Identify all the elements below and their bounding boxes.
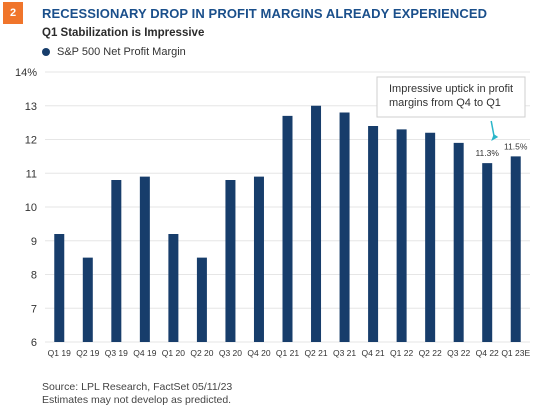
y-tick-label: 9 — [31, 236, 37, 248]
annotation-text: margins from Q4 to Q1 — [389, 97, 501, 109]
bar — [425, 132, 436, 342]
bar — [168, 234, 179, 342]
y-tick-label: 12 — [25, 135, 37, 147]
y-tick-label: 7 — [31, 303, 37, 315]
bar — [139, 176, 150, 342]
bar — [453, 142, 464, 342]
bar — [339, 112, 350, 342]
legend: S&P 500 Net Profit Margin — [42, 46, 186, 58]
bar — [282, 115, 293, 342]
data-label: 11.3% — [475, 148, 499, 158]
annotation-text: Impressive uptick in profit — [389, 83, 513, 95]
x-tick-label: Q1 22 — [390, 348, 413, 358]
bar — [253, 176, 264, 342]
x-tick-label: Q2 19 — [76, 348, 99, 358]
annotation-arrowhead — [491, 134, 499, 141]
y-tick-label: 8 — [31, 270, 37, 282]
x-tick-label: Q1 19 — [48, 348, 71, 358]
x-tick-label: Q3 20 — [219, 348, 242, 358]
x-tick-label: Q4 20 — [247, 348, 270, 358]
x-tick-label: Q3 19 — [105, 348, 128, 358]
bar — [54, 234, 65, 342]
bar — [396, 129, 407, 342]
annotation-box — [376, 76, 526, 118]
bar — [482, 163, 493, 342]
bar — [196, 257, 207, 342]
x-tick-label: Q1 23E — [501, 348, 530, 358]
x-tick-label: Q2 20 — [190, 348, 213, 358]
bar — [510, 156, 521, 342]
bar — [111, 180, 122, 342]
x-tick-label: Q2 21 — [304, 348, 327, 358]
y-tick-label: 13 — [25, 101, 37, 113]
source-note: Source: LPL Research, FactSet 05/11/23 E… — [42, 381, 232, 407]
bar — [368, 126, 379, 342]
y-tick-label: 14% — [15, 67, 37, 79]
x-tick-label: Q4 21 — [362, 348, 385, 358]
disclaimer-line: Estimates may not develop as predicted. — [42, 394, 232, 406]
x-tick-label: Q3 22 — [447, 348, 470, 358]
chart-title: RECESSIONARY DROP IN PROFIT MARGINS ALRE… — [42, 6, 488, 21]
y-tick-label: 11 — [26, 168, 37, 180]
y-tick-label: 10 — [25, 202, 37, 214]
x-tick-label: Q3 21 — [333, 348, 356, 358]
x-tick-label: Q4 22 — [476, 348, 499, 358]
data-label: 11.5% — [504, 141, 528, 151]
x-tick-label: Q2 22 — [419, 348, 442, 358]
y-tick-label: 6 — [31, 337, 37, 349]
legend-dot-icon — [42, 48, 50, 56]
chart-subtitle: Q1 Stabilization is Impressive — [42, 27, 205, 39]
figure-number-badge: 2 — [3, 2, 23, 24]
x-tick-label: Q1 21 — [276, 348, 299, 358]
x-tick-label: Q1 20 — [162, 348, 185, 358]
x-tick-label: Q4 19 — [133, 348, 156, 358]
bar — [225, 180, 236, 342]
source-line: Source: LPL Research, FactSet 05/11/23 — [42, 381, 233, 393]
legend-label: S&P 500 Net Profit Margin — [57, 46, 186, 58]
bar — [82, 257, 93, 342]
bar — [311, 105, 322, 342]
